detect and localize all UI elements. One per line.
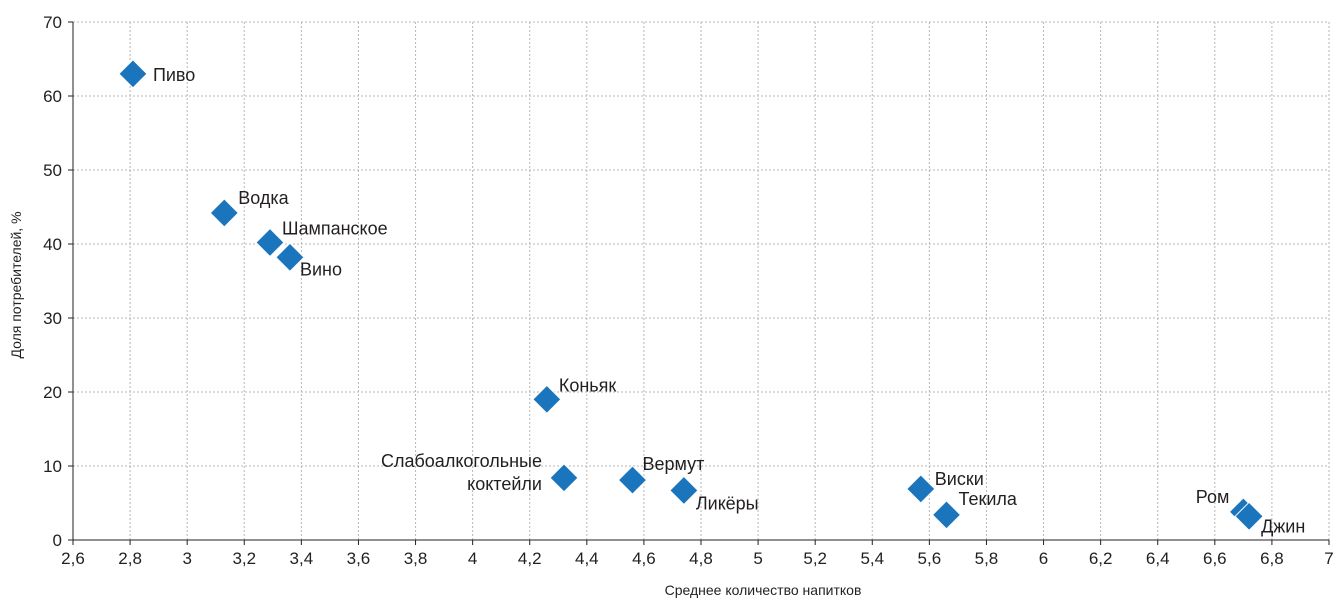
data-points (118, 59, 1264, 532)
y-tick-label: 20 (43, 383, 62, 402)
x-tick-label: 4 (468, 549, 477, 568)
x-tick-label: 6,6 (1203, 549, 1227, 568)
scatter-point (532, 384, 562, 415)
x-tick-label: 3,6 (347, 549, 371, 568)
scatter-point (669, 475, 699, 506)
scatter-point (1234, 501, 1264, 532)
y-tick-label: 60 (43, 87, 62, 106)
point-label: Текила (958, 489, 1017, 509)
point-label: Пиво (153, 65, 195, 85)
x-tick-label: 5,6 (918, 549, 942, 568)
point-label: Вино (300, 259, 342, 279)
point-label: Ликёры (696, 493, 759, 513)
y-tick-label: 70 (43, 13, 62, 32)
x-tick-label: 5,2 (803, 549, 827, 568)
x-axis-title: Среднее количество напитков (665, 582, 862, 598)
point-label: Джин (1261, 516, 1305, 536)
x-tick-label: 6 (1039, 549, 1048, 568)
scatter-point (209, 198, 239, 228)
x-tick-labels: 2,6 2,8 3 3,2 3,4 3,6 3,8 4 4,2 4,4 4,6 4,8 5 5,2 5,4 5… (61, 549, 1334, 568)
scatter-point (617, 465, 648, 495)
y-axis-title: Доля потребителей, % (8, 211, 24, 358)
scatter-point (275, 242, 305, 273)
x-tick-label: 3,8 (404, 549, 428, 568)
x-tick-label: 3,4 (290, 549, 314, 568)
point-label: Ром (1196, 487, 1230, 507)
scatter-point (906, 474, 936, 504)
x-tick-label: 4,2 (518, 549, 542, 568)
point-label: Коньяк (559, 375, 617, 395)
x-tick-label: 3 (182, 549, 191, 568)
x-tick-label: 5 (753, 549, 762, 568)
x-tick-label: 2,6 (61, 549, 85, 568)
x-tick-label: 4,4 (575, 549, 599, 568)
x-tick-label: 2,8 (118, 549, 142, 568)
scatter-point (931, 500, 962, 530)
x-tick-label: 4,6 (632, 549, 656, 568)
x-tick-label: 7 (1324, 549, 1333, 568)
scatter-point (255, 227, 285, 258)
scatter-point (549, 463, 579, 493)
point-label: Виски (935, 469, 984, 489)
x-tick-label: 5,8 (975, 549, 999, 568)
point-label: коктейли (467, 474, 542, 494)
y-tick-label: 10 (43, 457, 62, 476)
point-label: Водка (238, 188, 289, 208)
x-tick-label: 3,2 (232, 549, 256, 568)
y-tick-label: 40 (43, 235, 62, 254)
x-tick-label: 4,8 (689, 549, 713, 568)
x-tick-label: 6,2 (1089, 549, 1113, 568)
y-tick-label: 0 (53, 531, 62, 550)
point-label: Шампанское (282, 219, 388, 239)
point-labels: Пиво Водка Шампанское Вино Коньяк Слабоалкого… (153, 65, 1305, 537)
y-tick-labels: 0 10 20 30 40 50 60 70 (43, 13, 62, 550)
x-tick-label: 5,4 (860, 549, 884, 568)
y-tick-label: 30 (43, 309, 62, 328)
x-tick-label: 6,4 (1146, 549, 1170, 568)
point-label: Слабоалкогольные (381, 451, 542, 471)
y-tick-label: 50 (43, 161, 62, 180)
x-tick-label: 6,8 (1260, 549, 1284, 568)
point-label: Вермут (642, 454, 704, 474)
scatter-point (118, 59, 148, 89)
axes (68, 21, 1330, 545)
